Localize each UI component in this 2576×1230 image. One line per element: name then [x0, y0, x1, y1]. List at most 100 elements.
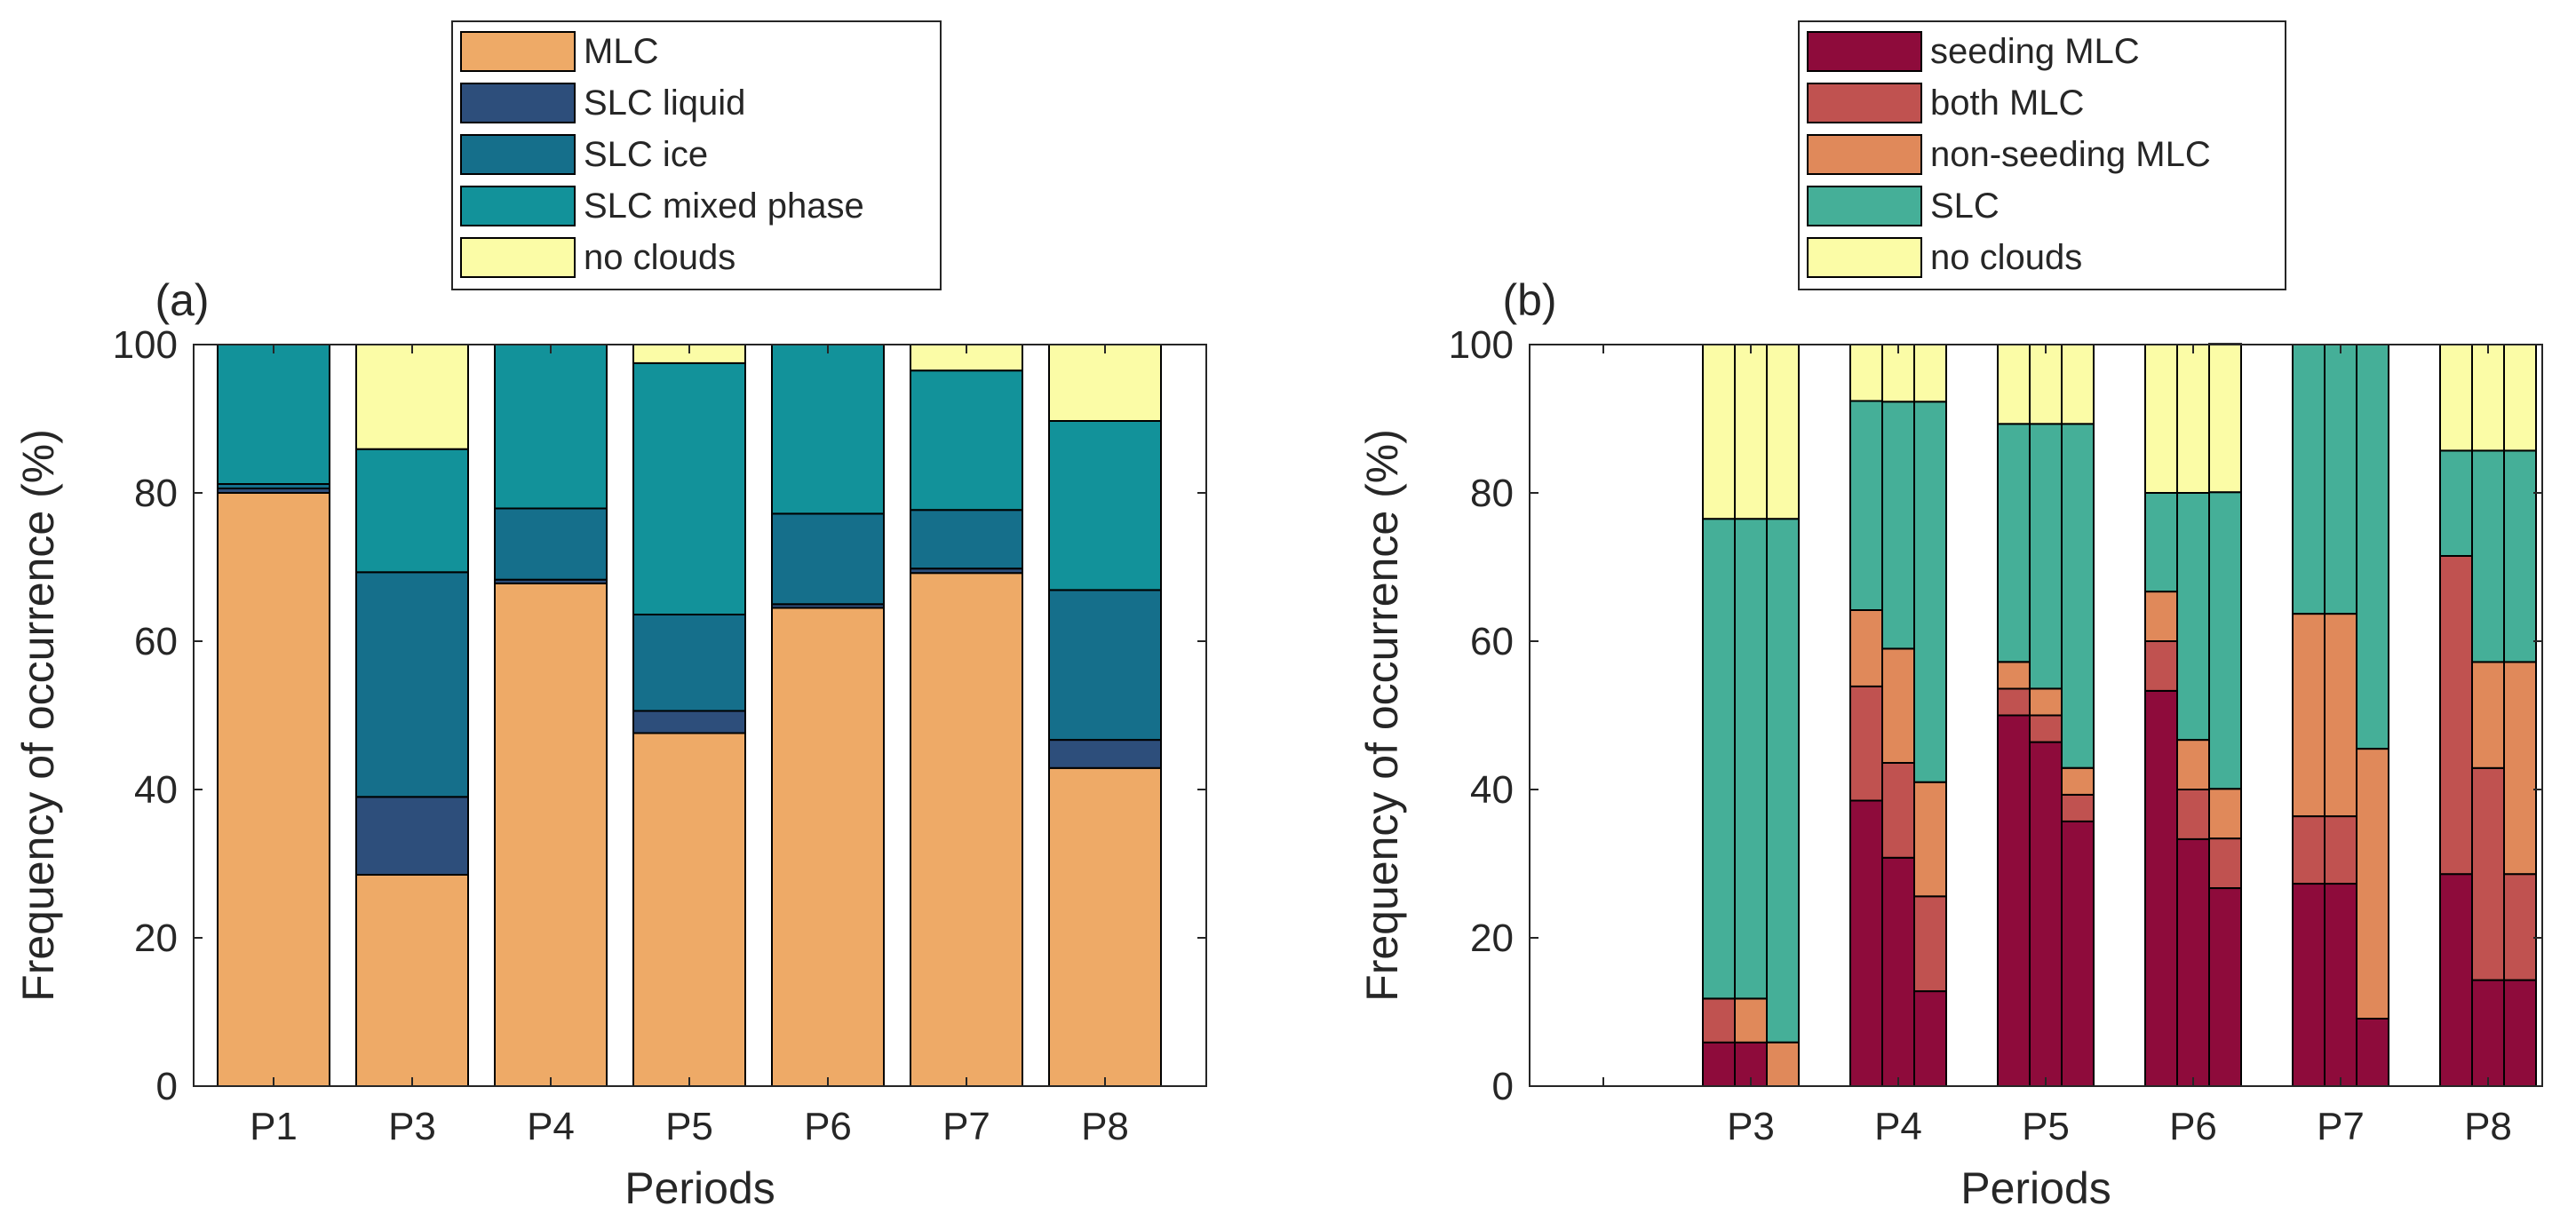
- bar-segment-non-seeding-mlc-p6-3: [2208, 788, 2242, 840]
- bar-segment-both-mlc-p6-3: [2208, 837, 2242, 889]
- bar-segment-both-mlc-p5-2: [2029, 714, 2063, 743]
- bar-segment-seeding-mlc-p8-2: [2471, 979, 2505, 1087]
- y-tick-label: 60: [134, 620, 178, 663]
- bar-segment-seeding-mlc-p8-1: [2439, 873, 2473, 1088]
- x-tick-label: P8: [1081, 1105, 1129, 1148]
- bar-segment-both-mlc-p5-1: [1997, 687, 2031, 717]
- x-tick-label: P7: [942, 1105, 990, 1148]
- bar-segment-mlc-p3: [355, 874, 469, 1087]
- bar-segment-no-clouds-p8: [1048, 344, 1162, 422]
- y-tick-label: 0: [1492, 1065, 1514, 1108]
- bar-segment-no-clouds-p8-1: [2439, 344, 2473, 452]
- bar-segment-slc-mixed-phase-p8: [1048, 420, 1162, 591]
- bar-segment-seeding-mlc-p6-2: [2176, 837, 2210, 1088]
- x-tick-label: P3: [388, 1105, 436, 1148]
- y-tick-label: 20: [134, 917, 178, 960]
- x-tick-label: P6: [2169, 1105, 2217, 1148]
- bar-segment-non-seeding-mlc-p7-1: [2292, 613, 2326, 818]
- bar-segment-both-mlc-p6-2: [2176, 789, 2210, 840]
- bar-segment-slc-ice-p3: [355, 571, 469, 798]
- x-axis-label: Periods: [624, 1163, 775, 1213]
- bar-segment-non-seeding-mlc-p8-2: [2471, 661, 2505, 769]
- bar-segment-seeding-mlc-p6-3: [2208, 887, 2242, 1087]
- legend-label: no clouds: [1930, 238, 2082, 277]
- bar-segment-no-clouds-p8-2: [2471, 344, 2505, 452]
- bar-segment-slc-p5-2: [2029, 423, 2063, 690]
- legend-label: MLC: [584, 32, 658, 71]
- bar-segment-seeding-mlc-p7-1: [2292, 883, 2326, 1087]
- x-tick-label: P4: [527, 1105, 575, 1148]
- x-tick-label: P3: [1727, 1105, 1775, 1148]
- bar-segment-slc-p3-3: [1766, 518, 1800, 1044]
- bar-segment-mlc-p7: [910, 572, 1023, 1087]
- x-tick-label: P6: [804, 1105, 852, 1148]
- legend-label: both MLC: [1930, 83, 2084, 123]
- bar-segment-both-mlc-p6-1: [2144, 640, 2178, 692]
- bar-segment-both-mlc-p8-2: [2471, 766, 2505, 981]
- panel-label: (a): [155, 275, 209, 325]
- legend-swatch: [1807, 237, 1922, 278]
- bar-segment-non-seeding-mlc-p5-3: [2061, 766, 2095, 796]
- bar-segment-no-clouds-p3: [355, 344, 469, 450]
- bar-segment-slc-ice-p7: [910, 509, 1023, 570]
- bar-segment-slc-mixed-phase-p3: [355, 448, 469, 574]
- x-tick-label: P1: [250, 1105, 298, 1148]
- legend-label: non-seeding MLC: [1930, 135, 2211, 174]
- bar-segment-slc-p3-2: [1734, 518, 1768, 1000]
- legend-swatch: [1807, 31, 1922, 72]
- bar-segment-slc-p4-3: [1913, 401, 1947, 783]
- bar-segment-seeding-mlc-p8-3: [2503, 979, 2537, 1087]
- bar-segment-slc-ice-p4: [494, 507, 608, 581]
- legend-swatch: [460, 186, 576, 226]
- chart-panel-a: P1 P3 P4 P5 P6 P7 P8 0 20 40 60 80 100 Periods Frequen…: [13, 20, 1207, 1213]
- panel-label: (b): [1502, 275, 1556, 325]
- bar-segment-no-clouds-p5-1: [1997, 344, 2031, 425]
- bar-segment-slc-p7-1: [2292, 344, 2326, 615]
- bar-segment-mlc-p1: [217, 492, 330, 1087]
- x-tick-label: P5: [2022, 1105, 2070, 1148]
- bar-segment-seeding-mlc-p5-3: [2061, 820, 2095, 1088]
- bar-segment-slc-p8-1: [2439, 449, 2473, 557]
- legend-label: no clouds: [584, 238, 735, 277]
- bar-segment-seeding-mlc-p6-1: [2144, 689, 2178, 1088]
- bar-segment-slc-p3-1: [1702, 518, 1736, 1000]
- legend-label: SLC liquid: [584, 83, 745, 123]
- bar-segment-no-clouds-p3-3: [1766, 344, 1800, 520]
- y-tick-label: 20: [1470, 917, 1514, 960]
- bar-segment-slc-p7-2: [2324, 344, 2357, 615]
- y-tick-label: 40: [134, 768, 178, 812]
- legend: MLC SLC liquid SLC ice SLC mixed phase no cl…: [451, 20, 942, 290]
- plot-frame: [193, 344, 1207, 1087]
- y-tick-label: 60: [1470, 620, 1514, 663]
- bar-segment-non-seeding-mlc-p6-2: [2176, 739, 2210, 790]
- bar-segment-mlc-p4: [494, 582, 608, 1087]
- bar-segment-slc-ice-p5: [632, 613, 746, 712]
- bar-segment-slc-p5-1: [1997, 423, 2031, 663]
- bar-segment-slc-mixed-phase-p1: [217, 344, 330, 485]
- bar-segment-no-clouds-p3-1: [1702, 344, 1736, 520]
- bar-segment-seeding-mlc-p7-2: [2324, 883, 2357, 1087]
- legend-swatch: [460, 83, 576, 123]
- bar-segment-slc-p7-3: [2356, 344, 2389, 750]
- bar-segment-slc-ice-p8: [1048, 589, 1162, 742]
- bar-segment-seeding-mlc-p5-2: [2029, 741, 2063, 1087]
- y-tick-label: 40: [1470, 768, 1514, 812]
- bar-segment-seeding-mlc-p3-1: [1702, 1041, 1736, 1087]
- bar-segment-seeding-mlc-p7-3: [2356, 1018, 2389, 1087]
- y-tick-label: 100: [113, 323, 178, 367]
- y-tick-label: 80: [134, 472, 178, 515]
- bar-segment-no-clouds-p6-3: [2208, 343, 2242, 494]
- y-tick-label: 80: [1470, 472, 1514, 515]
- bar-segment-non-seeding-mlc-p5-2: [2029, 687, 2063, 717]
- bar-segment-no-clouds-p3-2: [1734, 344, 1768, 520]
- bar-segment-slc-mixed-phase-p6: [771, 344, 885, 515]
- bar-segment-seeding-mlc-p4-2: [1881, 856, 1915, 1087]
- legend-swatch: [1807, 186, 1922, 226]
- bar-segment-mlc-p6: [771, 607, 885, 1087]
- bar-segment-both-mlc-p3-1: [1702, 997, 1736, 1044]
- bar-segment-non-seeding-mlc-p4-3: [1913, 781, 1947, 898]
- bar-segment-both-mlc-p7-2: [2324, 815, 2357, 885]
- legend-swatch: [1807, 134, 1922, 175]
- bar-segment-seeding-mlc-p4-1: [1849, 799, 1883, 1087]
